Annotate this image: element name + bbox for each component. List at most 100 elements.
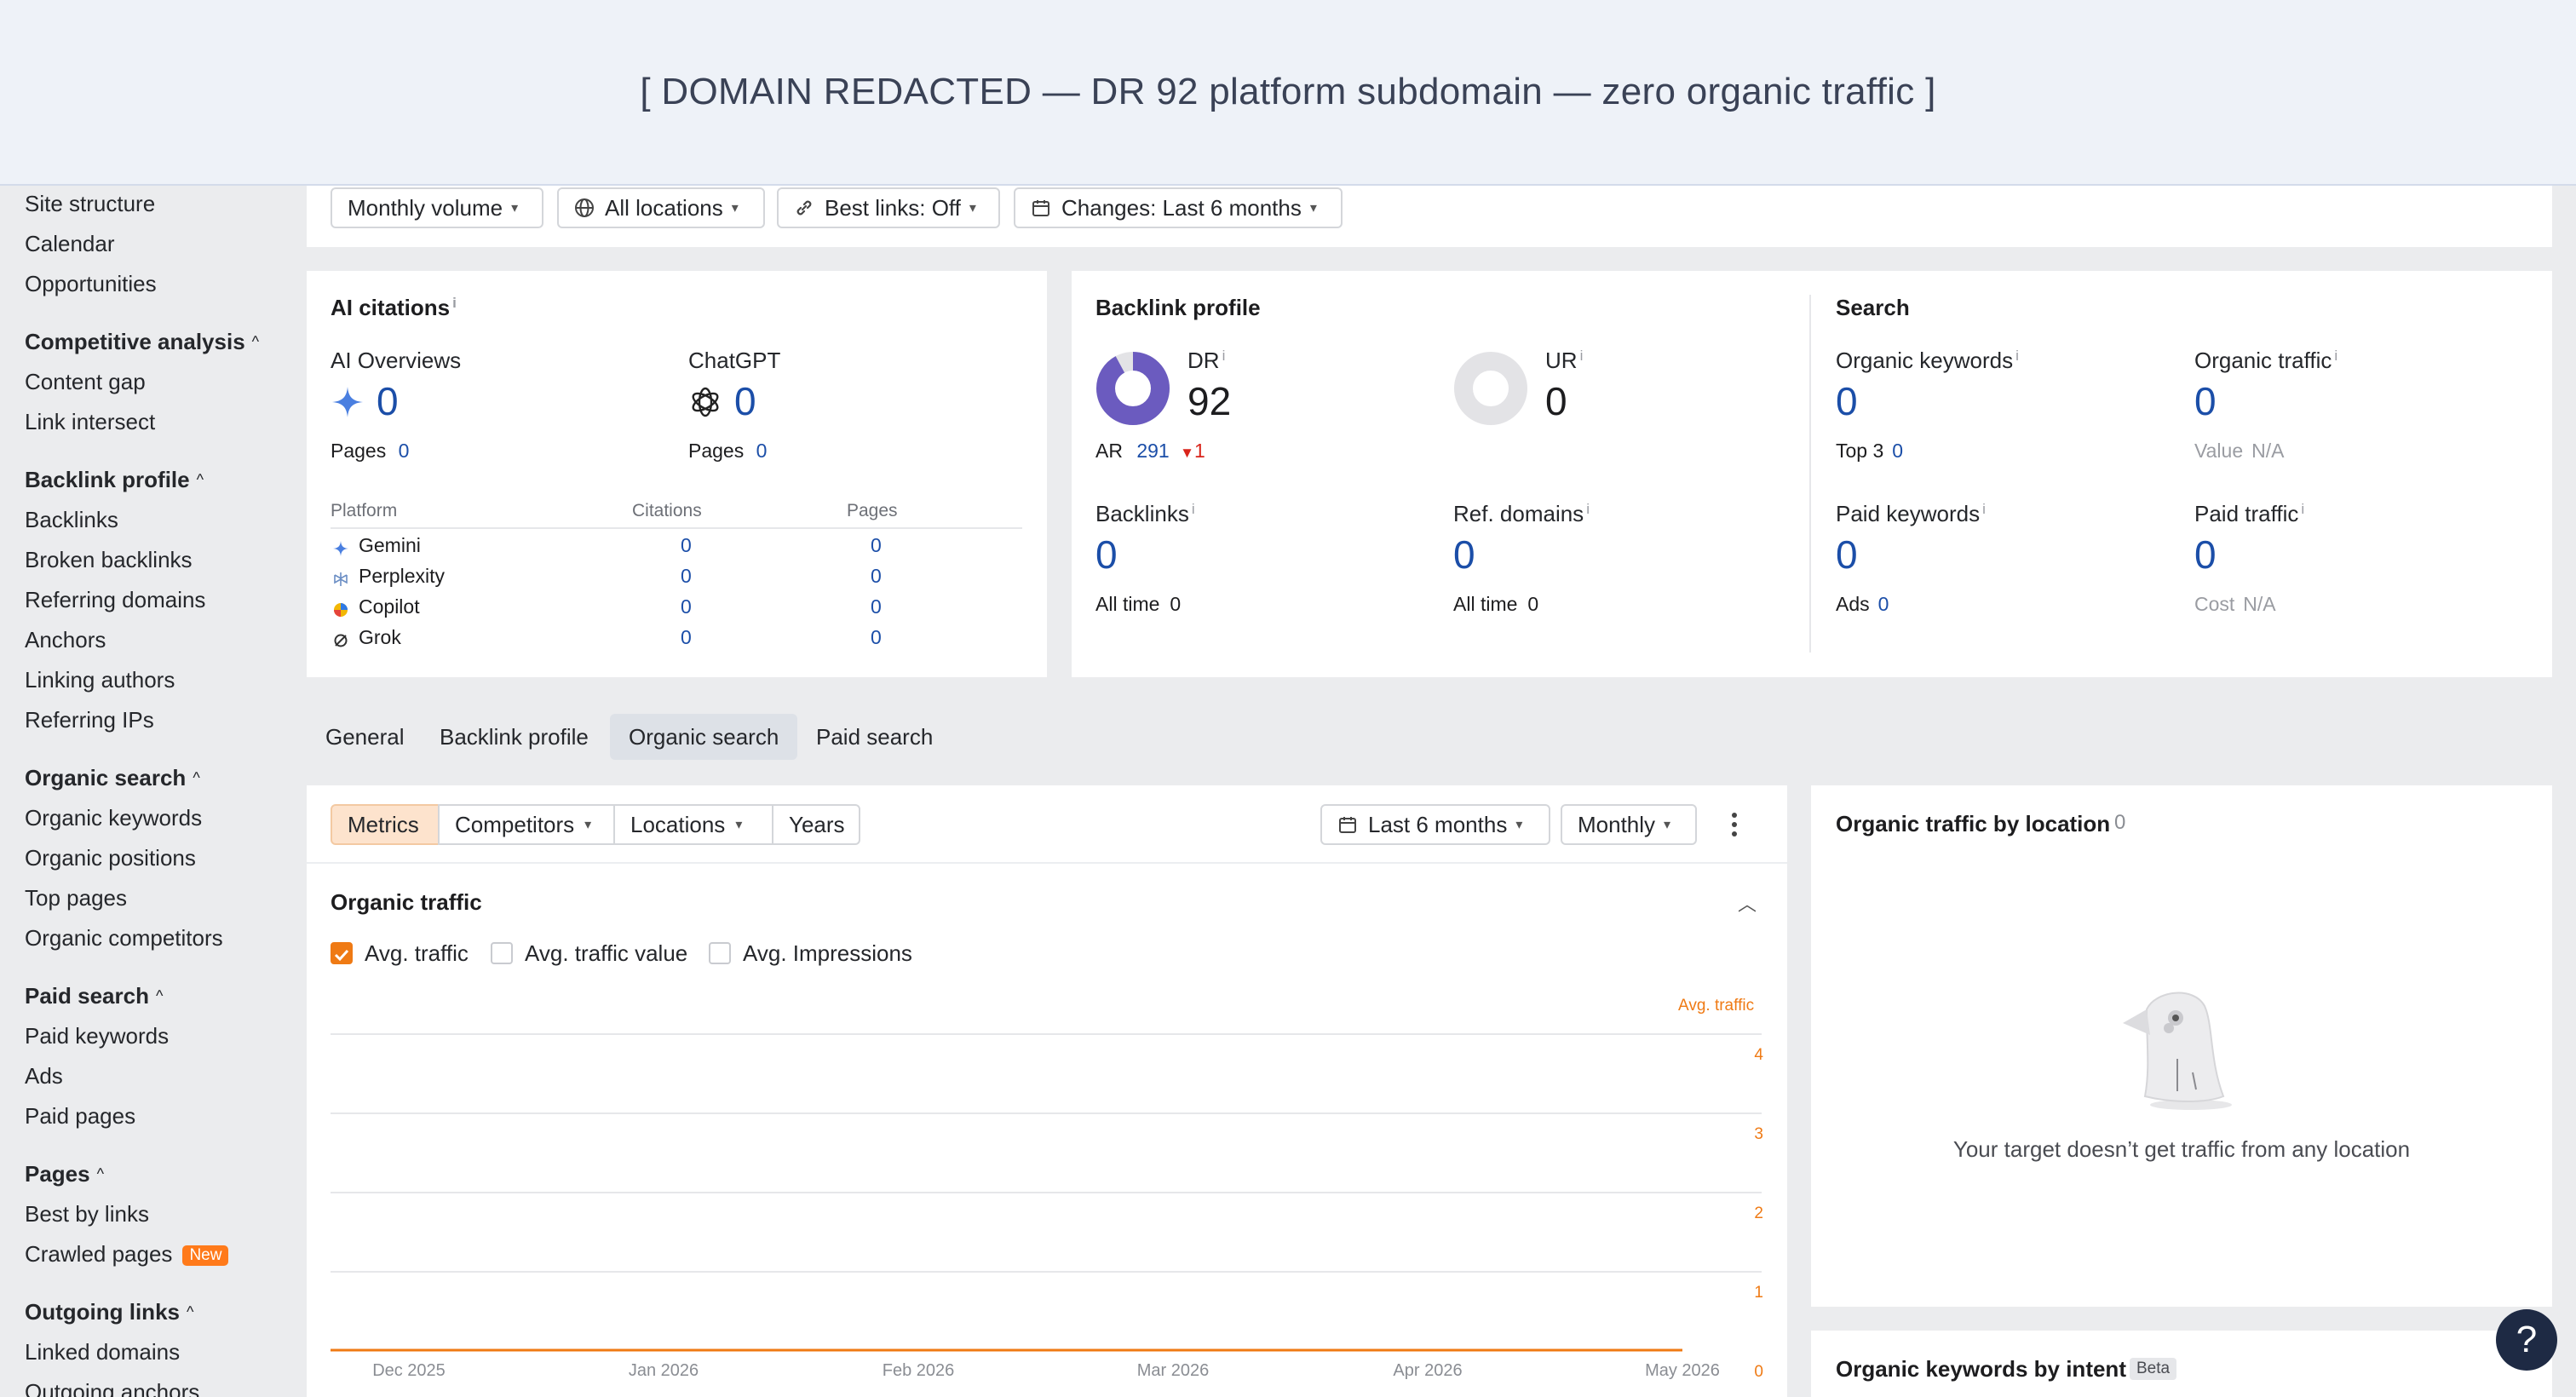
help-button[interactable]: ? bbox=[2496, 1309, 2557, 1371]
chatgpt-pages-value[interactable]: 0 bbox=[756, 440, 768, 462]
chevron-up-icon: ^ bbox=[251, 333, 260, 350]
locations-dropdown[interactable]: All locations ▾ bbox=[557, 187, 765, 228]
period-dropdown[interactable]: Last 6 months ▾ bbox=[1320, 804, 1550, 845]
info-icon[interactable]: i bbox=[2301, 501, 2305, 517]
ai-overviews-pages-value[interactable]: 0 bbox=[398, 440, 410, 462]
redaction-banner: [ DOMAIN REDACTED — DR 92 platform subdo… bbox=[0, 0, 2576, 186]
sidebar-item-broken-backlinks[interactable]: Broken backlinks bbox=[25, 547, 193, 572]
chart-x-tick: Feb 2026 bbox=[882, 1361, 955, 1380]
info-icon[interactable]: i bbox=[2334, 348, 2338, 364]
paid-keywords-ads: Ads 0 bbox=[1836, 593, 1889, 615]
sidebar-item-top-pages[interactable]: Top pages bbox=[25, 885, 127, 911]
table-divider bbox=[331, 527, 1022, 529]
info-icon[interactable]: i bbox=[1579, 348, 1584, 364]
organic-traffic-value[interactable]: 0 bbox=[2194, 379, 2217, 423]
sidebar-item-paid-pages[interactable]: Paid pages bbox=[25, 1103, 136, 1129]
ai-citations-title: AI citations i bbox=[331, 295, 457, 320]
paid-keywords-label: Paid keywords i bbox=[1836, 501, 1986, 526]
sidebar-item-linking-authors[interactable]: Linking authors bbox=[25, 667, 175, 693]
table-row-citations[interactable]: 0 bbox=[681, 626, 692, 648]
organic-keywords-value[interactable]: 0 bbox=[1836, 379, 1858, 423]
info-icon[interactable]: i bbox=[2015, 348, 2019, 364]
traffic-by-location-count: 0 bbox=[2114, 811, 2126, 834]
tab-backlink-profile[interactable]: Backlink profile bbox=[440, 723, 589, 750]
info-icon[interactable]: i bbox=[1586, 501, 1590, 517]
chatgpt-value[interactable]: 0 bbox=[734, 379, 756, 423]
volume-dropdown[interactable]: Monthly volume ▾ bbox=[331, 187, 543, 228]
perplexity-icon bbox=[332, 567, 349, 594]
sidebar-item-organic-keywords[interactable]: Organic keywords bbox=[25, 805, 203, 831]
backlinks-value[interactable]: 0 bbox=[1095, 532, 1118, 577]
chart-gridline bbox=[331, 1271, 1762, 1273]
info-icon[interactable]: i bbox=[1191, 501, 1195, 517]
tab-general[interactable]: General bbox=[325, 723, 405, 750]
changes-dropdown-label: Changes: Last 6 months bbox=[1061, 194, 1302, 221]
sidebar-item-paid-keywords[interactable]: Paid keywords bbox=[25, 1023, 170, 1049]
table-row-citations[interactable]: 0 bbox=[681, 534, 692, 556]
info-icon[interactable]: i bbox=[1222, 348, 1226, 364]
sidebar-item-link-intersect[interactable]: Link intersect bbox=[25, 409, 156, 434]
table-row-citations[interactable]: 0 bbox=[681, 565, 692, 587]
collapse-chevron-icon[interactable]: ︿ bbox=[1738, 894, 1757, 915]
check-icon bbox=[334, 949, 349, 962]
sidebar-item-best-by-links[interactable]: Best by links bbox=[25, 1201, 149, 1227]
sidebar-item-linked-domains[interactable]: Linked domains bbox=[25, 1339, 181, 1365]
avg-impressions-checkbox[interactable] bbox=[709, 942, 731, 964]
ar-value[interactable]: 291 bbox=[1136, 440, 1170, 462]
top3-value[interactable]: 0 bbox=[1892, 440, 1904, 462]
chatgpt-pages: Pages 0 bbox=[688, 440, 768, 462]
tab-paid-search[interactable]: Paid search bbox=[816, 723, 934, 750]
avg-impressions-label: Avg. Impressions bbox=[743, 940, 912, 966]
ref-domains-value[interactable]: 0 bbox=[1453, 532, 1475, 577]
sidebar-item-referring-domains[interactable]: Referring domains bbox=[25, 587, 206, 612]
segment-locations[interactable]: Locations ▾ bbox=[613, 804, 773, 845]
ai-overviews-value[interactable]: 0 bbox=[377, 379, 399, 423]
granularity-dropdown[interactable]: Monthly ▾ bbox=[1561, 804, 1697, 845]
sidebar-item-backlinks[interactable]: Backlinks bbox=[25, 507, 118, 532]
sidebar-item-organic-positions[interactable]: Organic positions bbox=[25, 845, 196, 871]
info-icon[interactable]: i bbox=[1982, 501, 1986, 517]
table-row-pages[interactable]: 0 bbox=[871, 565, 882, 587]
ref-domains-alltime: All time 0 bbox=[1453, 593, 1539, 615]
ads-value[interactable]: 0 bbox=[1877, 593, 1889, 615]
more-options-icon[interactable] bbox=[1726, 808, 1743, 842]
paid-keywords-value[interactable]: 0 bbox=[1836, 532, 1858, 577]
avg-traffic-checkbox[interactable] bbox=[331, 942, 353, 964]
tab-organic-search[interactable]: Organic search bbox=[610, 714, 798, 760]
sidebar-item-anchors[interactable]: Anchors bbox=[25, 627, 106, 653]
sidebar-section-pages[interactable]: Pages ^ bbox=[25, 1161, 105, 1187]
avg-traffic-value-checkbox[interactable] bbox=[491, 942, 513, 964]
sidebar-section-backlink[interactable]: Backlink profile ^ bbox=[25, 467, 204, 492]
paid-traffic-value[interactable]: 0 bbox=[2194, 532, 2217, 577]
sidebar-item-outgoing-anchors[interactable]: Outgoing anchors bbox=[25, 1379, 200, 1397]
grok-icon bbox=[332, 629, 349, 655]
backlink-profile-title: Backlink profile bbox=[1095, 295, 1261, 320]
sidebar-section-paid[interactable]: Paid search ^ bbox=[25, 983, 164, 1009]
segment-years[interactable]: Years bbox=[772, 804, 860, 845]
sidebar-item-referring-ips[interactable]: Referring IPs bbox=[25, 707, 154, 733]
table-row-citations[interactable]: 0 bbox=[681, 595, 692, 618]
sidebar-item-ads[interactable]: Ads bbox=[25, 1063, 63, 1089]
sidebar-item-organic-competitors[interactable]: Organic competitors bbox=[25, 925, 223, 951]
sidebar-item-calendar[interactable]: Calendar bbox=[25, 231, 115, 256]
table-row-pages[interactable]: 0 bbox=[871, 626, 882, 648]
segment-competitors[interactable]: Competitors ▾ bbox=[438, 804, 615, 845]
chart-y-tick: 3 bbox=[1754, 1125, 1763, 1143]
segment-metrics[interactable]: Metrics bbox=[331, 804, 440, 845]
chevron-down-icon: ▾ bbox=[1664, 818, 1671, 832]
table-row-pages[interactable]: 0 bbox=[871, 595, 882, 618]
sidebar-item-site-structure[interactable]: Site structure bbox=[25, 191, 156, 216]
best-links-dropdown[interactable]: Best links: Off ▾ bbox=[777, 187, 1000, 228]
changes-dropdown[interactable]: Changes: Last 6 months ▾ bbox=[1014, 187, 1343, 228]
sidebar-item-opportunities[interactable]: Opportunities bbox=[25, 271, 157, 296]
granularity-dropdown-label: Monthly bbox=[1578, 811, 1656, 837]
chevron-up-icon: ^ bbox=[187, 1303, 194, 1320]
sidebar-section-competitive[interactable]: Competitive analysis ^ bbox=[25, 329, 260, 354]
info-icon[interactable]: i bbox=[452, 295, 457, 311]
sidebar-item-crawled-pages[interactable]: Crawled pages New bbox=[25, 1241, 229, 1268]
sidebar-item-content-gap[interactable]: Content gap bbox=[25, 369, 146, 394]
table-row-pages[interactable]: 0 bbox=[871, 534, 882, 556]
sidebar-section-organic[interactable]: Organic search ^ bbox=[25, 765, 200, 790]
sidebar-section-outgoing[interactable]: Outgoing links ^ bbox=[25, 1299, 194, 1325]
chevron-up-icon: ^ bbox=[155, 987, 164, 1004]
